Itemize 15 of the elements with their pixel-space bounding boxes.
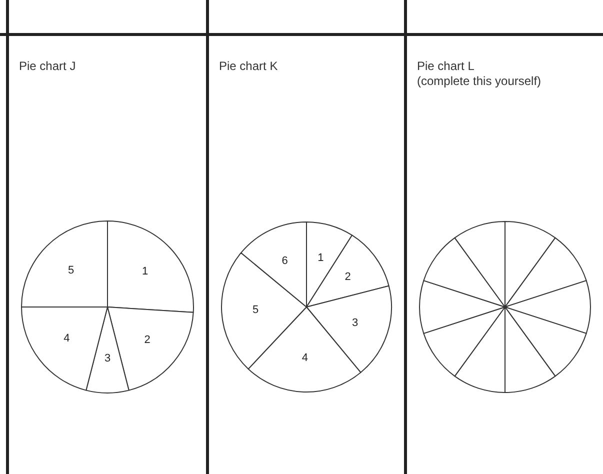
slice-label: 3 bbox=[352, 316, 358, 329]
chart-title: Pie chart J bbox=[19, 59, 76, 74]
slice-label: 6 bbox=[282, 254, 288, 267]
chart-subtitle: (complete this yourself) bbox=[417, 74, 542, 89]
slice-label: 3 bbox=[104, 352, 111, 365]
slice-label: 1 bbox=[142, 266, 148, 278]
chart-title: Pie chart K bbox=[219, 59, 278, 74]
slice-label: 1 bbox=[318, 252, 324, 264]
slice-label: 5 bbox=[252, 304, 259, 316]
slice-label: 2 bbox=[344, 271, 351, 284]
slice-label: 2 bbox=[144, 334, 150, 346]
chart-title: Pie chart L bbox=[417, 59, 476, 74]
slice-label: 4 bbox=[302, 352, 308, 364]
slice-label: 4 bbox=[64, 332, 70, 345]
slice-label: 5 bbox=[68, 264, 74, 277]
